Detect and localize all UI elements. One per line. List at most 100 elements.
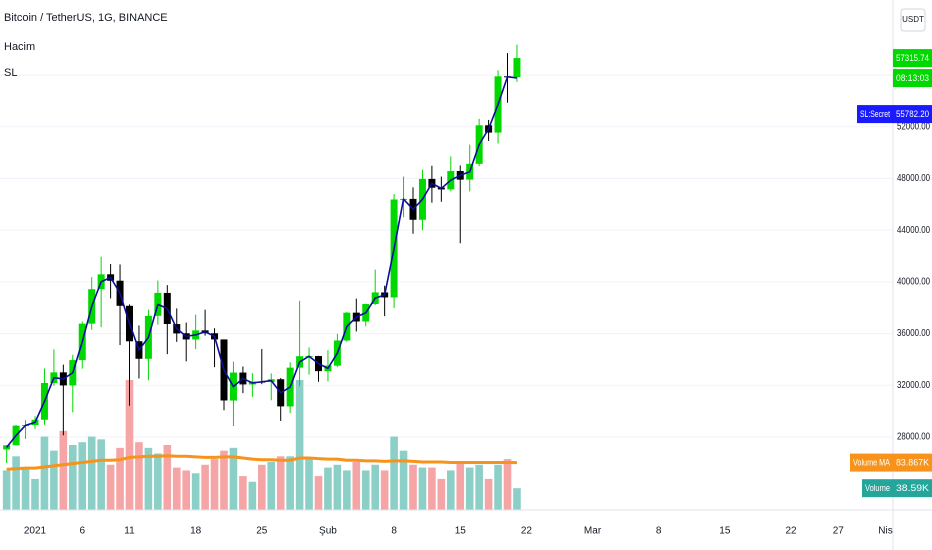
volume-bar: [276, 456, 285, 510]
time-tick-label: 18: [190, 526, 202, 537]
candle-body: [3, 445, 11, 450]
chart-title[interactable]: Bitcoin / TetherUS, 1G, BINANCE: [4, 12, 168, 24]
volume-bar: [437, 478, 446, 510]
volume-ma-value-label: 83.867K: [896, 458, 930, 469]
price-tick-label: 36000.00: [897, 328, 930, 339]
volume-bar: [418, 467, 427, 510]
volume-bar: [2, 470, 11, 510]
volume-name-label-box: [862, 479, 893, 498]
volume-bar: [191, 473, 200, 510]
sl-name-label: SL:Secret: [860, 109, 890, 120]
volume-bar: [465, 467, 474, 510]
volume-bar: [305, 459, 313, 510]
volume-bar: [172, 467, 181, 510]
volume-bar: [343, 470, 351, 510]
volume-bar: [78, 442, 87, 510]
volume-ma-value-label-box: [893, 453, 932, 472]
time-tick-label: 15: [719, 526, 731, 537]
volume-bar: [295, 380, 304, 510]
time-tick-label: 27: [833, 526, 845, 537]
currency-label[interactable]: USDT: [902, 15, 924, 24]
candle-body: [513, 58, 521, 78]
time-tick-label: Mar: [584, 526, 602, 537]
volume-bar: [31, 478, 39, 510]
volume-name-label: Volume: [865, 483, 890, 494]
volume-bar: [50, 450, 58, 510]
volume-value-label: 38.59K: [896, 483, 930, 494]
price-tick-label: 32000.00: [897, 380, 930, 391]
time-tick-label: 8: [391, 526, 397, 537]
last-price-label-box: [893, 49, 932, 68]
volume-value-label-box: [893, 479, 932, 498]
volume-legend[interactable]: Hacim: [4, 41, 35, 53]
volume-ma-line: [6, 454, 517, 471]
volume-bar: [267, 461, 276, 510]
volume-bar: [371, 464, 379, 510]
volume-ma-name-label-box: [850, 453, 893, 472]
sl-value-label-box: [893, 105, 932, 124]
volume-bar: [135, 442, 143, 510]
volume-bar: [475, 464, 483, 510]
sl-line: [6, 75, 518, 448]
volume-ma-name-label: Volume MA: [853, 458, 891, 469]
volume-bar: [248, 481, 257, 510]
volume-bar: [154, 453, 162, 510]
volume-bar: [12, 456, 20, 510]
price-tick-label: 52000.00: [897, 121, 930, 132]
volume-bar: [201, 464, 209, 510]
price-tick-label: 44000.00: [897, 225, 930, 236]
time-tick-label: 22: [785, 526, 797, 537]
volume-bar: [106, 464, 115, 510]
volume-bar: [69, 445, 77, 510]
volume-bar: [87, 436, 96, 510]
sl-name-label-box: [857, 105, 893, 124]
volume-bar: [352, 461, 361, 510]
volume-bar: [333, 464, 342, 510]
volume-bar: [390, 436, 398, 510]
volume-bar: [409, 464, 417, 510]
volume-bar: [239, 476, 247, 510]
volume-bar: [21, 467, 30, 510]
volume-bar: [144, 447, 153, 510]
volume-bar: [503, 459, 512, 510]
volume-bar: [484, 478, 493, 510]
volume-bar: [163, 445, 172, 510]
volume-bar: [220, 450, 228, 510]
volume-bar: [399, 450, 408, 510]
currency-button[interactable]: [900, 8, 926, 32]
countdown-label: 08:13:03: [896, 73, 929, 84]
volume-bar: [428, 467, 436, 510]
time-tick-label: 22: [521, 526, 533, 537]
time-tick-label: 11: [124, 526, 135, 537]
volume-bar: [210, 459, 219, 510]
price-tick-label: 28000.00: [897, 432, 930, 443]
volume-bar: [447, 470, 455, 510]
volume-bar: [116, 447, 124, 510]
time-tick-label: Nis: [878, 526, 892, 537]
volume-bar: [229, 447, 238, 510]
volume-bar: [182, 470, 190, 510]
last-price-label: 57315.74: [896, 53, 929, 64]
sl-legend[interactable]: SL: [4, 67, 17, 79]
volume-bar: [380, 470, 389, 510]
time-tick-label: Şub: [319, 526, 337, 537]
time-tick-label: 15: [455, 526, 467, 537]
time-tick-label: 8: [656, 526, 662, 537]
volume-bar: [361, 470, 370, 510]
volume-bar: [97, 439, 105, 510]
time-tick-label: 25: [256, 526, 268, 537]
price-tick-label: 48000.00: [897, 173, 930, 184]
volume-bar: [286, 456, 294, 510]
volume-bar: [258, 464, 266, 510]
volume-bar: [494, 464, 502, 510]
volume-bar: [125, 380, 134, 510]
volume-bar: [59, 430, 68, 510]
volume-bar: [324, 467, 332, 510]
countdown-label-box: [893, 69, 932, 88]
volume-bar: [40, 436, 49, 510]
time-tick-label: 6: [79, 526, 85, 537]
volume-bar: [456, 461, 465, 510]
price-tick-label: 40000.00: [897, 277, 930, 288]
sl-value-label: 55782.20: [896, 109, 929, 120]
